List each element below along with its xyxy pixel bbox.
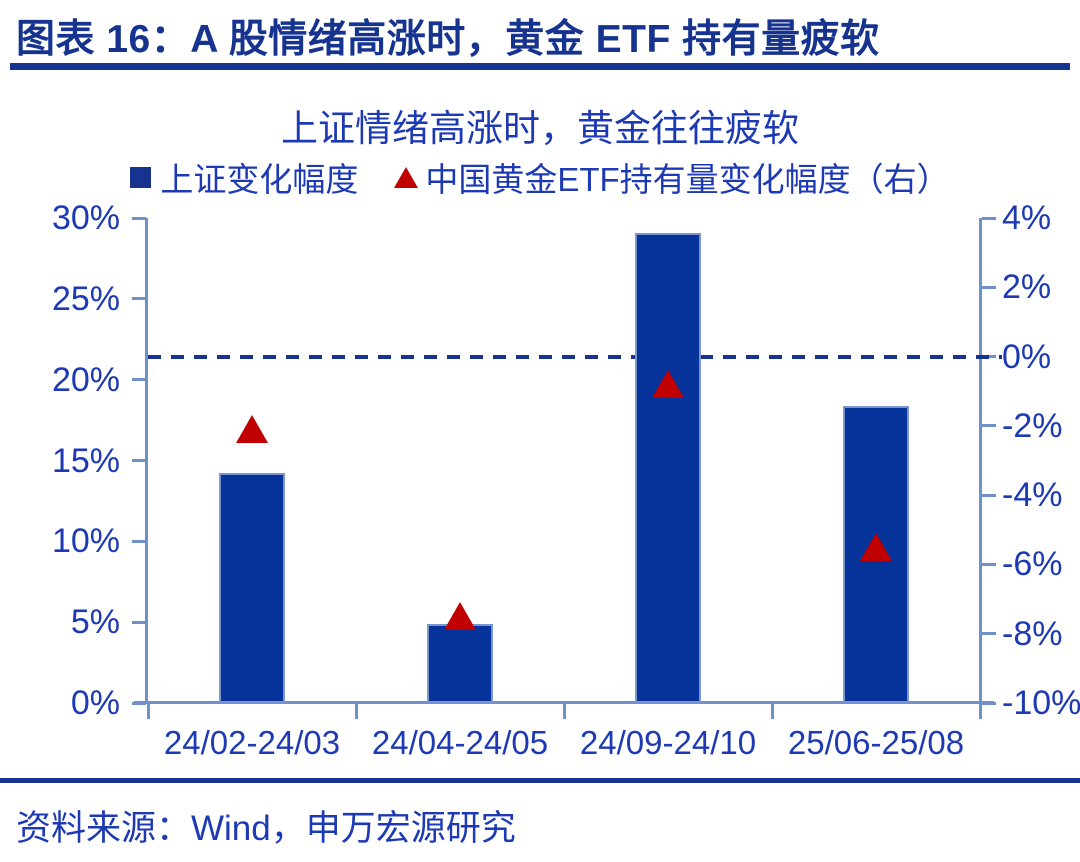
chart-title: 上证情绪高涨时，黄金往往疲软 [281,108,799,149]
x-axis-tick [354,703,358,719]
right-axis-tick [982,562,996,566]
right-axis-tick [982,701,996,705]
x-axis-category-label: 25/06-25/08 [787,724,965,761]
x-axis-category-label: 24/02-24/03 [163,724,341,761]
source-note: 资料来源：Wind，申万宏源研究 [16,809,516,848]
left-axis-tick-label: 20% [51,360,120,399]
left-axis-tick-label: 25% [51,279,120,318]
etf-marker-24/02-24/03 [236,415,268,444]
left-axis-tick [132,539,146,543]
x-axis-category-label: 24/09-24/10 [579,724,757,761]
right-axis-tick [982,355,996,359]
right-axis-line [979,218,982,703]
x-axis-tick [562,703,566,719]
right-axis-tick-label: 4% [1002,199,1052,237]
legend-item-bar-series: 上证变化幅度 [130,153,358,201]
bar-24/04-24/05 [427,623,493,703]
caption-underline [10,63,1070,70]
zero-reference-dashed-line [148,354,1002,359]
etf-marker-24/09-24/10 [652,370,684,399]
right-axis-tick-label: -2% [1002,406,1063,445]
right-axis-tick-label: -4% [1002,476,1063,515]
triangle-series-swatch-icon [394,166,419,188]
left-axis-tick [132,701,146,705]
right-axis-tick-label: 2% [1002,268,1052,307]
figure-bottom-rule [0,778,1080,783]
bar-24/09-24/10 [635,232,701,703]
left-axis-line [145,218,148,703]
etf-marker-24/04-24/05 [444,602,476,631]
left-axis-tick-label: 0% [70,684,120,722]
left-axis-tick-label: 15% [51,441,120,480]
x-axis-tick [978,703,982,719]
left-axis-tick-label: 30% [51,199,120,237]
etf-marker-25/06-25/08 [860,533,892,562]
right-axis-tick [982,632,996,636]
bar-series-swatch-icon [130,166,152,188]
right-axis-tick [982,285,996,289]
right-axis-tick [982,424,996,428]
right-axis-tick [982,216,996,220]
bar-24/02-24/03 [219,473,285,703]
left-axis-tick [132,459,146,462]
left-axis-tick [132,378,146,382]
right-axis-tick-label: -8% [1002,614,1063,653]
right-axis-tick-label: -6% [1002,545,1063,584]
right-axis-tick-label: 0% [1002,337,1052,376]
left-axis-tick [132,297,146,301]
legend-label-marker-series: 中国黄金ETF持有量变化幅度（右） [425,161,950,198]
legend-label-bar-series: 上证变化幅度 [160,161,359,198]
right-axis-tick-label: -10% [1002,684,1080,722]
right-axis-tick [982,493,996,497]
chart-legend: 上证变化幅度 中国黄金ETF持有量变化幅度（右） [0,154,1080,200]
left-axis-tick-label: 10% [51,522,120,561]
x-axis-tick [146,703,150,719]
bar-25/06-25/08 [843,405,909,703]
figure-caption: 图表 16：A 股情绪高涨时，黄金 ETF 持有量疲软 [16,18,880,61]
x-axis-category-label: 24/04-24/05 [371,724,549,761]
left-axis-tick [132,216,146,220]
left-axis-tick-label: 5% [70,603,120,642]
legend-item-marker-series: 中国黄金ETF持有量变化幅度（右） [394,153,950,201]
x-axis-tick [770,703,774,719]
x-axis-line [134,701,994,704]
left-axis-tick [132,620,146,624]
